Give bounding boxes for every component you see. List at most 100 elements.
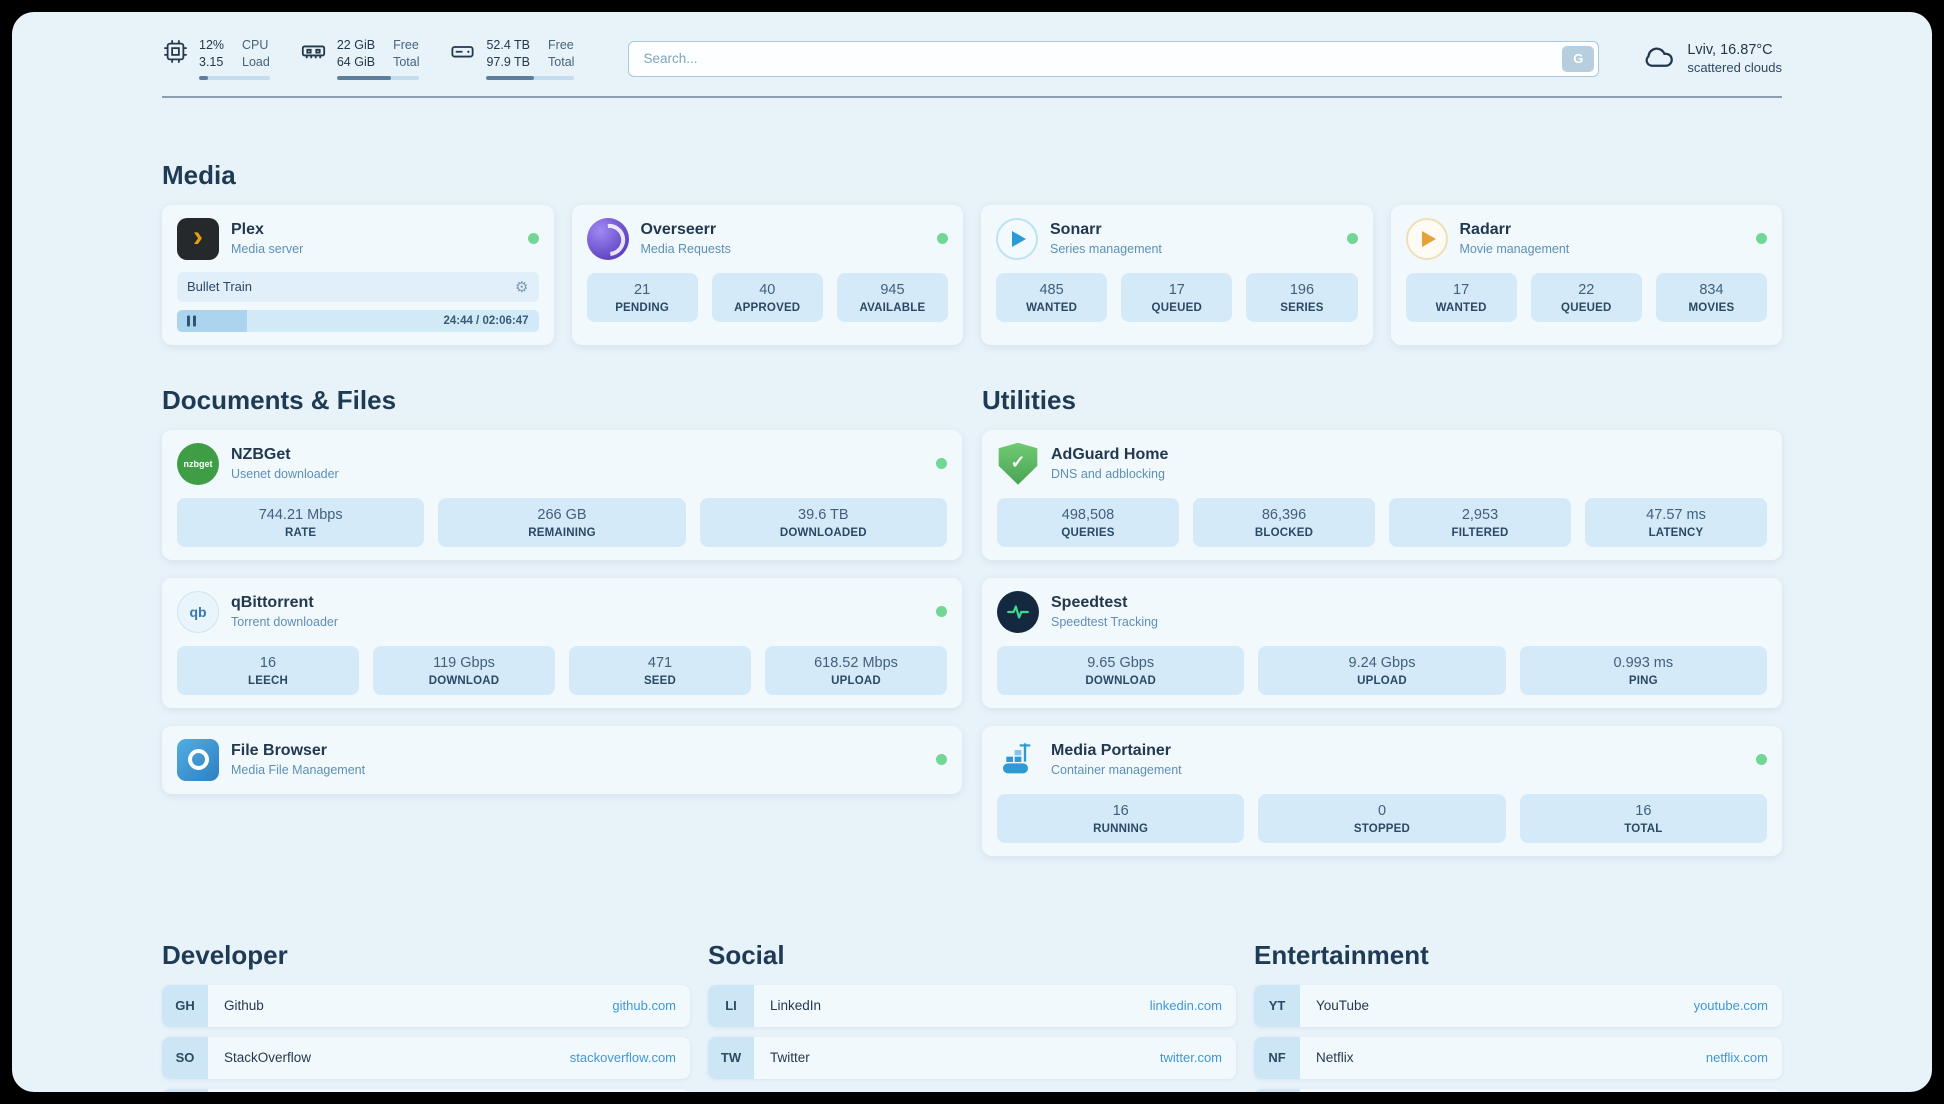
stat-rate: 744.21 Mbps RATE	[177, 497, 425, 547]
dev-icon: DT	[162, 1088, 208, 1092]
app-card-adguard[interactable]: AdGuard Home DNS and adblocking 498,508 …	[982, 429, 1782, 560]
status-dot	[1756, 754, 1767, 766]
stat-label: QUEUED	[1561, 301, 1612, 314]
netflix-icon: NF	[1254, 1036, 1300, 1079]
cpu-widget: 12% 3.15 CPU Load	[162, 38, 270, 80]
link-row-linkedin[interactable]: LI LinkedIn linkedin.com	[708, 984, 1236, 1027]
stat-value: 9.24 Gbps	[1348, 654, 1416, 671]
link-row-dev[interactable]: DT DEV dev.to	[162, 1088, 690, 1092]
link-name: StackOverflow	[224, 1050, 312, 1066]
app-card-nzbget[interactable]: nzbget NZBGet Usenet downloader 744.21 M…	[162, 429, 962, 560]
stat-value: 17	[1453, 281, 1470, 298]
link-row-twitter[interactable]: TW Twitter twitter.com	[708, 1036, 1236, 1079]
search: G	[628, 40, 1600, 77]
link-row-netflix[interactable]: NF Netflix netflix.com	[1254, 1036, 1782, 1079]
stat-leech: 16 LEECH	[177, 645, 359, 695]
app-subtitle: Series management	[1050, 242, 1162, 257]
link-name: Github	[224, 998, 264, 1014]
disk-free-label: Free	[548, 38, 574, 52]
stat-value: 40	[759, 281, 776, 298]
youtube-icon: YT	[1254, 984, 1300, 1027]
qbittorrent-icon: qb	[177, 590, 219, 633]
link-url[interactable]: github.com	[612, 998, 676, 1014]
app-card-sonarr[interactable]: Sonarr Series management 485 WANTED 17 Q…	[981, 204, 1373, 345]
ram-icon	[300, 38, 327, 65]
stat-value: 16	[1112, 802, 1129, 819]
stat-pending: 21 PENDING	[586, 272, 698, 322]
stat-label: TOTAL	[1624, 822, 1663, 835]
app-name: Radarr	[1459, 221, 1512, 239]
section-documents: Documents & Files nzbget NZBGet Usenet d…	[162, 385, 962, 794]
nzbget-icon: nzbget	[177, 442, 219, 485]
link-url[interactable]: netflix.com	[1705, 1050, 1768, 1066]
app-subtitle: Media File Management	[231, 763, 366, 778]
stat-value: 0.993 ms	[1613, 654, 1674, 671]
link-url[interactable]: youtube.com	[1693, 998, 1768, 1014]
link-name: LinkedIn	[770, 998, 822, 1014]
disk-free: 52.4 TB	[486, 38, 531, 52]
stat-label: QUEUED	[1151, 301, 1202, 314]
link-row-stackoverflow[interactable]: SO StackOverflow stackoverflow.com	[162, 1036, 690, 1079]
section-utilities: Utilities AdGuard Home DNS and adblockin…	[982, 385, 1782, 856]
stat-label: DOWNLOAD	[428, 674, 500, 687]
cpu-progress-fill	[199, 75, 208, 80]
stat-download: 119 Gbps DOWNLOAD	[373, 645, 555, 695]
stat-label: FILTERED	[1451, 526, 1509, 539]
app-card-plex[interactable]: Plex Media server Bullet Train 24:44 / 0…	[162, 204, 554, 345]
link-url[interactable]: twitter.com	[1159, 1050, 1222, 1066]
stat-label: DOWNLOADED	[779, 526, 867, 539]
link-row-github[interactable]: GH Github github.com	[162, 984, 690, 1027]
app-card-speedtest[interactable]: Speedtest Speedtest Tracking 9.65 Gbps D…	[982, 577, 1782, 708]
app-card-portainer[interactable]: Media Portainer Container management 16 …	[982, 725, 1782, 856]
app-card-radarr[interactable]: Radarr Movie management 17 WANTED 22 QUE…	[1390, 204, 1782, 345]
status-dot	[937, 233, 948, 245]
app-name: Media Portainer	[1051, 742, 1172, 760]
search-input[interactable]	[628, 40, 1600, 77]
disk-total-label: Total	[548, 55, 575, 70]
stat-series: 196 SERIES	[1246, 272, 1358, 322]
link-row-youtube[interactable]: YT YouTube youtube.com	[1254, 984, 1782, 1027]
ram-total-label: Total	[393, 55, 420, 70]
app-card-qbittorrent[interactable]: qb qBittorrent Torrent downloader 16 LEE…	[162, 577, 962, 708]
section-title-media: Media	[162, 159, 236, 190]
gear-icon[interactable]	[515, 278, 528, 296]
stat-label: PING	[1628, 674, 1658, 687]
link-url[interactable]: stackoverflow.com	[569, 1050, 676, 1066]
stat-value: 119 Gbps	[433, 654, 495, 671]
adguard-icon	[998, 442, 1038, 485]
section-entertainment: Entertainment YT YouTube youtube.com NF …	[1254, 940, 1782, 1092]
overseerr-icon	[586, 217, 629, 260]
stat-queued: 22 QUEUED	[1530, 272, 1642, 322]
link-url[interactable]: linkedin.com	[1149, 998, 1222, 1014]
playback-progress-bar[interactable]: 24:44 / 02:06:47	[177, 309, 539, 332]
app-subtitle: Speedtest Tracking	[1051, 615, 1159, 630]
app-card-overseerr[interactable]: Overseerr Media Requests 21 PENDING 40 A…	[571, 204, 963, 345]
app-subtitle: Movie management	[1459, 242, 1570, 257]
stat-movies: 834 MOVIES	[1655, 272, 1768, 322]
pause-icon[interactable]	[187, 315, 196, 327]
topbar: 12% 3.15 CPU Load	[162, 12, 1782, 80]
stat-value: 744.21 Mbps	[258, 506, 343, 523]
portainer-icon	[997, 739, 1039, 781]
cpu-values: 12% 3.15	[199, 38, 224, 70]
stat-filtered: 2,953 FILTERED	[1389, 497, 1571, 547]
weather-location: Lviv, 16.87°C	[1687, 42, 1773, 59]
app-name: Overseerr	[640, 221, 717, 239]
app-card-filebrowser[interactable]: File Browser Media File Management	[162, 725, 962, 794]
stat-approved: 40 APPROVED	[711, 272, 823, 322]
disk-progress-fill	[486, 75, 534, 80]
ram-progress-fill	[336, 75, 392, 80]
status-dot	[936, 754, 947, 766]
link-row-reddit[interactable]: RE Reddit reddit.com	[1254, 1088, 1782, 1092]
cpu-load-value: 3.15	[199, 55, 224, 70]
app-name: NZBGet	[231, 446, 291, 464]
stat-label: STOPPED	[1353, 822, 1411, 835]
stat-label: SERIES	[1280, 301, 1324, 314]
app-subtitle: DNS and adblocking	[1051, 467, 1165, 482]
stat-label: DOWNLOAD	[1085, 674, 1156, 687]
stat-stopped: 0 STOPPED	[1258, 793, 1506, 843]
cpu-load-label: Load	[242, 55, 270, 70]
search-engine-button[interactable]: G	[1562, 45, 1595, 72]
stat-label: REMAINING	[528, 526, 596, 539]
stat-upload: 9.24 Gbps UPLOAD	[1258, 645, 1506, 695]
